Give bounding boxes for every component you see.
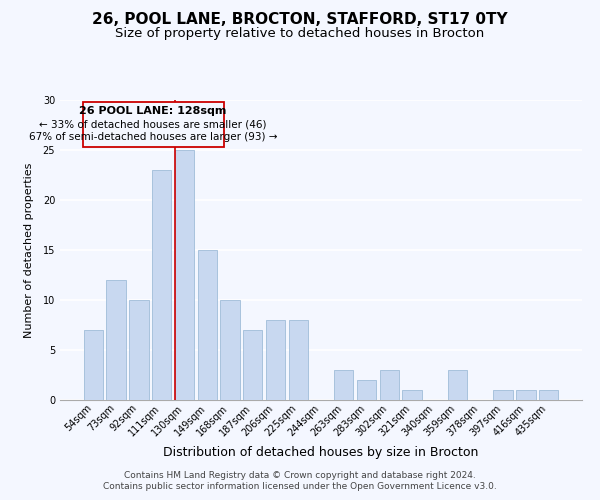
- Bar: [243, 330, 262, 400]
- Bar: [129, 300, 149, 400]
- Bar: [357, 380, 376, 400]
- Bar: [448, 370, 467, 400]
- Text: Size of property relative to detached houses in Brocton: Size of property relative to detached ho…: [115, 28, 485, 40]
- Y-axis label: Number of detached properties: Number of detached properties: [25, 162, 34, 338]
- Text: ← 33% of detached houses are smaller (46): ← 33% of detached houses are smaller (46…: [40, 119, 267, 129]
- Bar: [220, 300, 239, 400]
- Bar: [493, 390, 513, 400]
- FancyBboxPatch shape: [83, 102, 224, 147]
- Bar: [380, 370, 399, 400]
- Text: 26, POOL LANE, BROCTON, STAFFORD, ST17 0TY: 26, POOL LANE, BROCTON, STAFFORD, ST17 0…: [92, 12, 508, 28]
- X-axis label: Distribution of detached houses by size in Brocton: Distribution of detached houses by size …: [163, 446, 479, 459]
- Bar: [539, 390, 558, 400]
- Text: Contains public sector information licensed under the Open Government Licence v3: Contains public sector information licen…: [103, 482, 497, 491]
- Text: 67% of semi-detached houses are larger (93) →: 67% of semi-detached houses are larger (…: [29, 132, 277, 142]
- Bar: [516, 390, 536, 400]
- Bar: [106, 280, 126, 400]
- Bar: [152, 170, 172, 400]
- Bar: [334, 370, 353, 400]
- Bar: [403, 390, 422, 400]
- Bar: [197, 250, 217, 400]
- Text: 26 POOL LANE: 128sqm: 26 POOL LANE: 128sqm: [79, 106, 227, 116]
- Text: Contains HM Land Registry data © Crown copyright and database right 2024.: Contains HM Land Registry data © Crown c…: [124, 471, 476, 480]
- Bar: [175, 150, 194, 400]
- Bar: [266, 320, 285, 400]
- Bar: [289, 320, 308, 400]
- Bar: [84, 330, 103, 400]
